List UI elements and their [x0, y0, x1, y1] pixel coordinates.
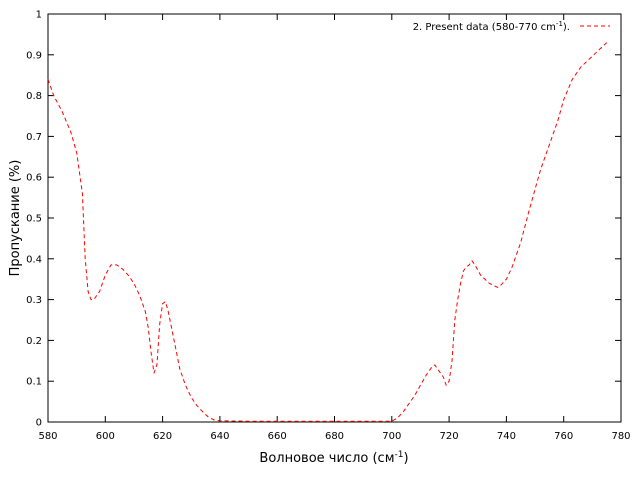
y-tick-label: 0.9	[26, 50, 42, 61]
x-axis-ticks: 580 600 620 640 660 680 700 720 740 760 780	[38, 14, 631, 442]
y-tick-label: 0.4	[26, 254, 42, 265]
x-tick-label: 580	[38, 431, 57, 442]
x-tick-label: 780	[611, 431, 630, 442]
y-tick-label: 0.8	[26, 91, 42, 102]
x-tick-label: 720	[440, 431, 459, 442]
legend-label-suffix: ).	[563, 22, 570, 33]
y-tick-label: 0.5	[26, 214, 42, 225]
legend-label: 2. Present data (580-770 cm-1).	[413, 20, 570, 33]
x-tick-label: 660	[268, 431, 287, 442]
series-line	[47, 42, 608, 422]
y-tick-label: 0.2	[26, 336, 42, 347]
y-axis-ticks: 0 0.1 0.2 0.3 0.4 0.5 0.6 0.7 0.8 0.9 1	[26, 10, 621, 429]
y-axis-title: Пропускание (%)	[8, 160, 23, 277]
x-tick-label: 640	[210, 431, 229, 442]
y-tick-label: 0	[36, 418, 42, 429]
x-axis-title-superscript: -1	[395, 450, 404, 460]
x-axis-title: Волновое число (см-1)	[259, 450, 408, 466]
x-tick-label: 700	[382, 431, 401, 442]
x-tick-label: 740	[497, 431, 516, 442]
x-axis-title-suffix: )	[403, 451, 408, 466]
x-tick-label: 760	[554, 431, 573, 442]
x-tick-label: 600	[96, 431, 115, 442]
legend-label-prefix: 2. Present data (580-770 cm	[413, 22, 556, 33]
y-tick-label: 0.6	[26, 173, 42, 184]
y-tick-label: 0.3	[26, 295, 42, 306]
x-tick-label: 680	[325, 431, 344, 442]
y-tick-label: 1	[36, 10, 42, 21]
legend-label-superscript: -1	[556, 20, 563, 28]
x-tick-label: 620	[153, 431, 172, 442]
y-tick-label: 0.1	[26, 377, 42, 388]
x-axis-title-text: Волновое число (см	[259, 451, 394, 466]
series-layer	[47, 42, 608, 422]
legend: 2. Present data (580-770 cm-1).	[413, 20, 610, 33]
y-tick-label: 0.7	[26, 132, 42, 143]
